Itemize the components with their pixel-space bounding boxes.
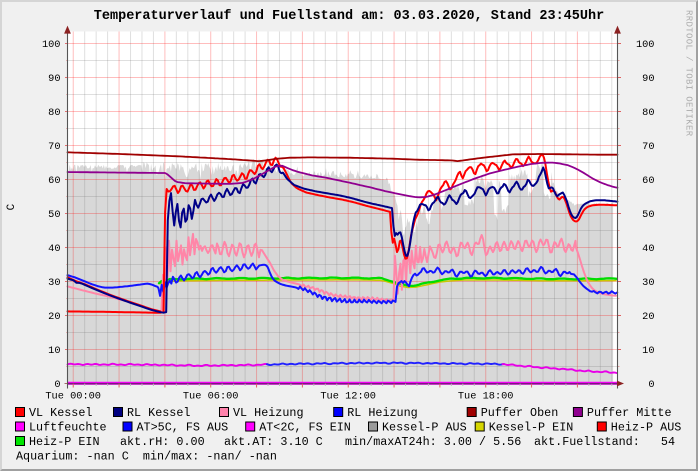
svg-text:30: 30 — [48, 277, 60, 289]
svg-text:RL Kessel: RL Kessel — [127, 406, 190, 420]
svg-text:0: 0 — [54, 379, 60, 391]
svg-text:AT>5C, FS AUS: AT>5C, FS AUS — [137, 421, 229, 435]
svg-text:AT<2C, FS EIN: AT<2C, FS EIN — [259, 421, 351, 435]
svg-text:Tue 06:00: Tue 06:00 — [183, 390, 239, 402]
svg-text:Aquarium: -nan C min/max: -na: Aquarium: -nan C min/max: -nan/ -nan — [16, 450, 277, 464]
svg-text:Puffer Oben: Puffer Oben — [481, 406, 559, 420]
svg-text:20: 20 — [48, 311, 60, 323]
svg-text:Heiz-P EIN: Heiz-P EIN — [29, 435, 100, 449]
svg-text:40: 40 — [48, 243, 60, 255]
svg-text:90: 90 — [48, 73, 60, 85]
svg-text:100: 100 — [42, 39, 61, 51]
svg-text:min/maxAT24h: 3.00 / 5.56: min/maxAT24h: 3.00 / 5.56 — [345, 435, 521, 449]
svg-text:10: 10 — [642, 345, 654, 357]
svg-text:50: 50 — [642, 209, 654, 221]
svg-text:20: 20 — [642, 311, 654, 323]
svg-text:Tue 18:00: Tue 18:00 — [458, 390, 514, 402]
svg-text:80: 80 — [642, 107, 654, 119]
svg-text:Tue 00:00: Tue 00:00 — [45, 390, 101, 402]
svg-text:80: 80 — [48, 107, 60, 119]
svg-text:70: 70 — [642, 141, 654, 153]
svg-text:C: C — [6, 203, 18, 210]
svg-text:Kessel-P AUS: Kessel-P AUS — [382, 421, 467, 435]
svg-text:akt.rH: 0.00: akt.rH: 0.00 — [120, 435, 205, 449]
svg-text:VL Kessel: VL Kessel — [29, 406, 92, 420]
svg-text:100: 100 — [636, 39, 655, 51]
svg-text:RRDTOOL / TOBI OETIKER: RRDTOOL / TOBI OETIKER — [684, 10, 694, 137]
svg-text:60: 60 — [642, 175, 654, 187]
svg-text:90: 90 — [642, 73, 654, 85]
svg-text:Luftfeuchte: Luftfeuchte — [29, 421, 107, 435]
svg-text:40: 40 — [642, 243, 654, 255]
svg-text:VL Heizung: VL Heizung — [233, 406, 304, 420]
svg-text:Heiz-P AUS: Heiz-P AUS — [611, 421, 682, 435]
svg-text:akt.Fuellstand: 54: akt.Fuellstand: 54 — [534, 435, 675, 449]
svg-text:akt.AT: 3.10 C: akt.AT: 3.10 C — [224, 435, 323, 449]
svg-text:50: 50 — [48, 209, 60, 221]
svg-text:30: 30 — [642, 277, 654, 289]
svg-text:RL Heizung: RL Heizung — [347, 406, 418, 420]
svg-text:10: 10 — [48, 345, 60, 357]
svg-text:Puffer Mitte: Puffer Mitte — [587, 406, 672, 420]
svg-text:60: 60 — [48, 175, 60, 187]
svg-text:70: 70 — [48, 141, 60, 153]
svg-text:0: 0 — [648, 379, 654, 391]
svg-text:Kessel-P EIN: Kessel-P EIN — [489, 421, 574, 435]
svg-text:Tue 12:00: Tue 12:00 — [320, 390, 376, 402]
